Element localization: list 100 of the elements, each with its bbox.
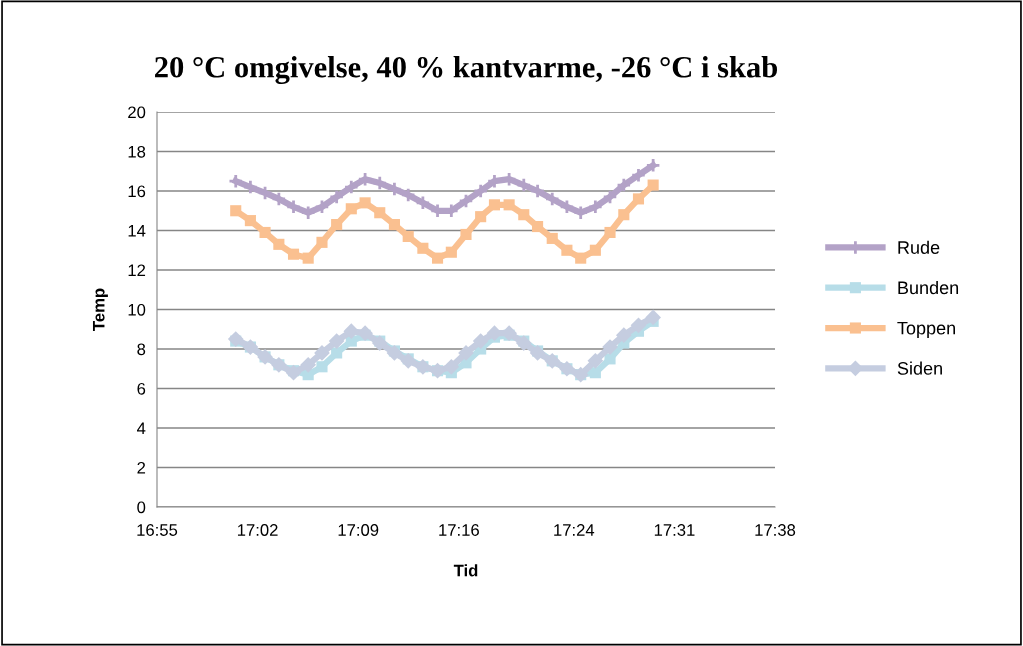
point	[374, 207, 386, 219]
point	[273, 238, 285, 250]
point	[488, 199, 501, 211]
point	[458, 193, 474, 209]
point	[458, 345, 474, 361]
point	[602, 339, 618, 355]
x-tick-label: 17:16	[439, 524, 479, 536]
point	[230, 205, 242, 217]
point	[242, 179, 259, 195]
y-tick-label: 8	[137, 343, 146, 356]
point	[417, 242, 429, 254]
x-tick-label: 17:02	[237, 524, 278, 536]
point	[343, 179, 359, 195]
point	[316, 236, 328, 248]
point	[589, 244, 601, 256]
point	[630, 317, 647, 334]
point	[472, 333, 489, 349]
y-axis-title: Temp	[92, 288, 108, 331]
point	[587, 352, 604, 369]
point	[431, 252, 444, 264]
point	[561, 244, 573, 256]
point	[302, 252, 314, 264]
y-tick-label: 18	[128, 145, 146, 158]
point	[357, 171, 373, 187]
point	[503, 199, 515, 211]
point	[559, 199, 575, 215]
x-tick-label: 17:24	[554, 524, 595, 536]
point	[604, 353, 616, 365]
point	[287, 248, 300, 260]
point	[345, 203, 357, 215]
point	[316, 361, 328, 373]
x-tick-label: 17:09	[338, 524, 379, 536]
y-tick-label: 14	[128, 225, 146, 237]
point	[400, 352, 417, 369]
point	[445, 246, 457, 258]
point	[460, 228, 472, 241]
point	[645, 157, 661, 173]
point	[532, 220, 544, 233]
point	[285, 199, 302, 215]
chart-title: 20 °C omgivelse, 40 % kantvarme, -26 °C i skab	[155, 56, 778, 85]
point	[516, 177, 532, 193]
point	[589, 367, 601, 379]
point	[475, 211, 487, 223]
point	[587, 199, 603, 215]
point	[529, 345, 546, 361]
point	[257, 185, 273, 201]
point	[227, 331, 244, 347]
point	[259, 226, 271, 239]
point	[271, 191, 287, 207]
point	[386, 345, 403, 361]
point	[602, 189, 618, 205]
legend-label: Siden	[897, 361, 942, 375]
point	[443, 358, 460, 375]
point	[546, 232, 558, 244]
point	[244, 215, 256, 227]
point	[372, 175, 388, 191]
point	[645, 309, 661, 326]
point	[386, 181, 403, 197]
point	[359, 197, 371, 209]
point	[228, 173, 244, 189]
point	[328, 333, 345, 349]
point	[388, 219, 400, 231]
point	[573, 205, 589, 221]
point	[329, 189, 345, 205]
point	[400, 187, 416, 203]
y-tick-label: 12	[128, 264, 146, 277]
point	[314, 345, 330, 361]
legend-label: Bunden	[898, 280, 959, 295]
y-tick-label: 4	[137, 422, 146, 435]
point	[630, 167, 647, 183]
point	[518, 209, 530, 221]
y-tick-label: 2	[137, 461, 146, 474]
point	[604, 226, 616, 239]
x-tick-label: 17:38	[755, 524, 796, 536]
y-tick-label: 16	[128, 185, 146, 198]
point	[415, 195, 431, 211]
point	[314, 199, 330, 215]
point	[616, 177, 632, 193]
point	[300, 205, 316, 221]
x-tick-label: 16:55	[137, 524, 178, 536]
y-tick-label: 6	[137, 382, 146, 395]
x-axis-title: Tid	[453, 564, 478, 577]
point	[575, 252, 587, 264]
point	[529, 183, 546, 199]
point	[473, 183, 489, 199]
y-tick-label: 10	[128, 303, 146, 316]
point	[331, 347, 343, 359]
legend-label: Rude	[898, 240, 940, 254]
point	[371, 335, 388, 351]
point	[402, 230, 414, 242]
point	[615, 327, 632, 344]
point	[618, 209, 630, 221]
point	[632, 193, 645, 205]
point	[331, 219, 343, 231]
point	[544, 191, 560, 207]
point	[285, 364, 302, 381]
point	[647, 179, 659, 191]
y-tick-label: 20	[128, 106, 146, 119]
legend-label: Toppen	[897, 321, 955, 339]
y-tick-label: 0	[137, 501, 146, 514]
